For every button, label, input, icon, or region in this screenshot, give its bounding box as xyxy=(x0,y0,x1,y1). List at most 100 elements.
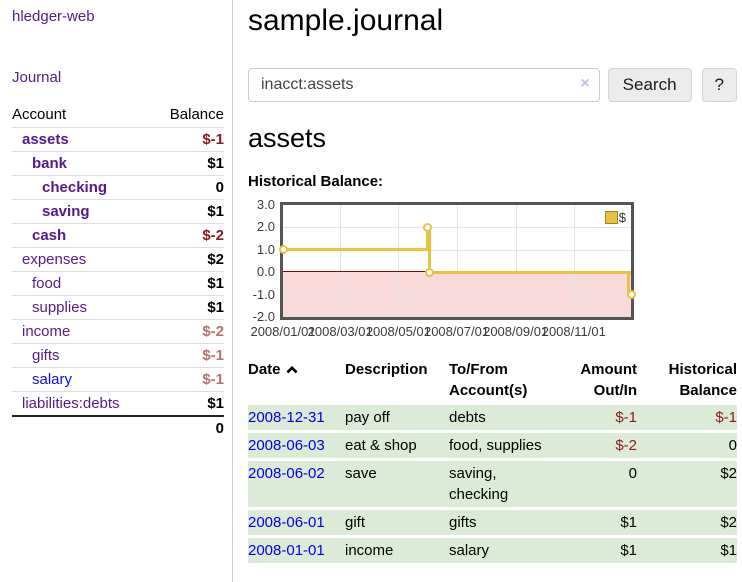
header-description: Description xyxy=(345,361,428,378)
account-balance: $-1 xyxy=(202,347,224,364)
data-point-marker xyxy=(425,267,435,277)
account-balance: $-2 xyxy=(202,323,224,340)
sidebar-account-link[interactable]: liabilities:debts xyxy=(22,395,120,412)
x-tick-label: 2008/03/01 xyxy=(307,324,373,339)
gridline xyxy=(340,205,342,317)
register-accounts-cell: debts xyxy=(449,405,561,430)
header-date[interactable]: Date xyxy=(248,358,345,402)
sidebar-account-link[interactable]: assets xyxy=(22,131,69,148)
historical-balance-chart: $ 3.0 2.0 1.0 0.0 -1.0 -2.0 2008/01/01 2008/03… xyxy=(248,197,737,343)
sidebar-account-link[interactable]: gifts xyxy=(32,347,60,364)
account-column-header: Account xyxy=(12,106,67,123)
register-accounts-cell: saving, checking xyxy=(449,461,561,507)
brand-link[interactable]: hledger-web xyxy=(12,8,95,25)
account-balance: $1 xyxy=(207,275,224,292)
x-tick-label: 2008/09/01 xyxy=(483,324,549,339)
account-row: assets $-1 xyxy=(12,127,224,152)
search-button[interactable]: Search xyxy=(607,68,692,102)
register-balance-cell: $1 xyxy=(637,538,737,563)
register-date-link[interactable]: 2008-06-03 xyxy=(248,437,325,454)
register-accounts-cell: gifts xyxy=(449,510,561,535)
register-row: 2008-01-01 income salary $1 $1 xyxy=(248,538,737,563)
sidebar-account-link[interactable]: saving xyxy=(42,203,90,220)
register-date-link[interactable]: 2008-01-01 xyxy=(248,542,325,559)
register-date-cell: 2008-06-02 xyxy=(248,461,345,507)
register-header-row: Date Description To/From Account(s) Amou… xyxy=(248,358,737,402)
search-input-wrap: × xyxy=(248,68,600,102)
account-balance: $-2 xyxy=(202,227,224,244)
sidebar-item-journal[interactable]: Journal xyxy=(12,69,62,86)
sidebar-account-link[interactable]: expenses xyxy=(22,251,87,268)
register-balance-cell: $2 xyxy=(637,461,737,507)
gridline xyxy=(573,205,575,317)
accounts-table: Account Balance assets $-1 bank $1 checking 0… xyxy=(12,103,224,440)
search-form: × Search ? xyxy=(248,68,737,102)
series-line xyxy=(428,227,432,273)
chart-title: Historical Balance: xyxy=(248,173,384,190)
gridline xyxy=(283,249,631,251)
x-tick-label: 2008/11/01 xyxy=(541,324,606,339)
register-description-cell: income xyxy=(345,538,449,563)
clear-search-icon[interactable]: × xyxy=(580,75,590,92)
register-date-cell: 2008-12-31 xyxy=(248,405,345,430)
x-tick-label: 2008/01/01 xyxy=(250,324,316,339)
account-row: food $1 xyxy=(12,271,224,296)
account-row: bank $1 xyxy=(12,151,224,176)
y-tick-label: 0.0 xyxy=(256,264,275,280)
register-description-cell: pay off xyxy=(345,405,449,430)
account-balance: $-1 xyxy=(202,131,224,148)
register-date-link[interactable]: 2008-12-31 xyxy=(248,409,325,426)
series-line xyxy=(283,248,428,252)
register-row: 2008-12-31 pay off debts $-1 $-1 xyxy=(248,405,737,430)
search-help-button[interactable]: ? xyxy=(701,68,737,102)
register-date-link[interactable]: 2008-06-02 xyxy=(248,465,325,482)
register-date-link[interactable]: 2008-06-01 xyxy=(248,514,325,531)
account-row: saving $1 xyxy=(12,199,224,224)
search-input[interactable] xyxy=(248,68,600,102)
series-line xyxy=(626,272,630,295)
legend-swatch-icon xyxy=(604,211,618,224)
register-amount-cell: $-2 xyxy=(561,433,637,458)
sidebar-account-link[interactable]: cash xyxy=(32,227,67,244)
register-description-cell: eat & shop xyxy=(345,433,449,458)
account-row: income $-2 xyxy=(12,319,224,344)
gridline xyxy=(398,205,400,317)
y-tick-label: 3.0 xyxy=(256,197,275,212)
register-date-cell: 2008-01-01 xyxy=(248,538,345,563)
register-amount-cell: 0 xyxy=(561,461,637,507)
series-line xyxy=(429,270,631,274)
account-balance: $-1 xyxy=(202,371,224,388)
sidebar-account-link[interactable]: supplies xyxy=(32,299,88,316)
account-heading: assets xyxy=(248,123,327,153)
account-row: salary $-1 xyxy=(12,367,224,392)
sidebar-account-link[interactable]: bank xyxy=(32,155,68,172)
register-date-cell: 2008-06-01 xyxy=(248,510,345,535)
chart-plot-area: $ xyxy=(278,202,636,320)
gridline xyxy=(515,205,517,317)
register-row: 2008-06-03 eat & shop food, supplies $-2 0 xyxy=(248,433,737,458)
sidebar-account-link[interactable]: food xyxy=(32,275,62,292)
balance-column-header: Balance xyxy=(169,106,224,123)
y-tick-label: -1.0 xyxy=(252,286,275,302)
sidebar-account-link[interactable]: salary xyxy=(32,371,73,388)
account-balance: $2 xyxy=(207,251,224,268)
accounts-table-header: Account Balance xyxy=(12,103,224,128)
account-balance: 0 xyxy=(215,179,224,196)
account-row: checking 0 xyxy=(12,175,224,200)
register-accounts-cell: food, supplies xyxy=(449,433,561,458)
account-balance: $1 xyxy=(207,155,224,172)
y-tick-label: 2.0 xyxy=(256,219,275,235)
register-balance-cell: 0 xyxy=(637,433,737,458)
accounts-total-value: 0 xyxy=(152,415,224,440)
sidebar-account-link[interactable]: income xyxy=(22,323,71,340)
gridline xyxy=(283,227,631,229)
sidebar-account-link[interactable]: checking xyxy=(42,179,108,196)
account-row: cash $-2 xyxy=(12,223,224,248)
account-row: expenses $2 xyxy=(12,247,224,272)
accounts-total-row: 0 xyxy=(12,415,224,440)
header-amount: Amount Out/In xyxy=(580,361,637,399)
header-accounts: To/From Account(s) xyxy=(449,361,528,399)
account-balance: $1 xyxy=(207,395,224,412)
register-balance-cell: $2 xyxy=(637,510,737,535)
